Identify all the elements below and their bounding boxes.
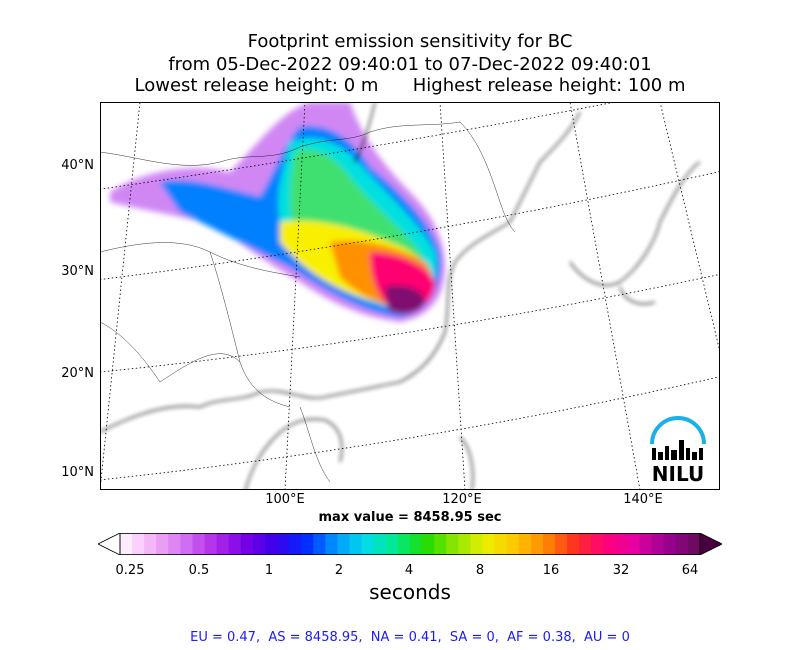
- lat-label-10n: 10°N: [61, 465, 94, 480]
- colorbar-cell: [579, 533, 592, 555]
- colorbar-cell: [397, 533, 411, 555]
- title-line-2: from 05-Dec-2022 09:40:01 to 07-Dec-2022…: [168, 54, 652, 75]
- colorbar-cell: [301, 533, 314, 555]
- colorbar-cell: [627, 533, 641, 555]
- colorbar-cell: [180, 533, 193, 555]
- lon-label-140e: 140°E: [623, 492, 663, 507]
- colorbar-cell: [494, 533, 508, 555]
- colorbar-cell: [313, 533, 326, 555]
- logo-text: NILU: [652, 462, 704, 486]
- colorbar-cell: [434, 533, 447, 555]
- colorbar-cell: [542, 533, 556, 555]
- country-borders: [100, 121, 516, 483]
- lon-label-120e: 120°E: [442, 492, 482, 507]
- colorbar-cell: [168, 533, 181, 555]
- colorbar: [98, 533, 722, 555]
- colorbar-cell: [470, 533, 483, 555]
- colorbar-cell: [240, 533, 254, 555]
- colorbar-tick-16: 16: [542, 563, 560, 578]
- colorbar-cell: [144, 533, 157, 555]
- coastlines: [100, 102, 701, 490]
- colorbar-cell: [156, 533, 169, 555]
- colorbar-cell: [349, 533, 363, 555]
- colorbar-cell: [591, 533, 604, 555]
- colorbar-cell: [687, 533, 701, 555]
- colorbar-tick-4: 4: [404, 563, 414, 578]
- colorbar-cell: [675, 533, 689, 555]
- colorbar-cell: [373, 533, 387, 555]
- colorbar-cell: [482, 533, 496, 555]
- title-line-1: Footprint emission sensitivity for BC: [247, 31, 573, 52]
- colorbar-tick-32: 32: [612, 563, 630, 578]
- colorbar-cell: [325, 533, 338, 555]
- colorbar-cell: [361, 533, 375, 555]
- colorbar-cell: [132, 533, 145, 555]
- region-summary: EU = 0.47, AS = 8458.95, NA = 0.41, SA =…: [190, 630, 630, 645]
- colorbar-tick-64: 64: [681, 563, 699, 578]
- title-line-3: Lowest release height: 0 m Highest relea…: [134, 75, 686, 96]
- colorbar-cell: [337, 533, 351, 555]
- colorbar-cell: [192, 533, 206, 555]
- colorbar-cell: [216, 533, 230, 555]
- lat-label-20n: 20°N: [61, 366, 94, 381]
- footprint-map: NILU: [100, 102, 720, 490]
- lon-label-100e: 100°E: [265, 492, 305, 507]
- colorbar-tick-2: 2: [334, 563, 344, 578]
- colorbar-tick-8: 8: [475, 563, 485, 578]
- colorbar-cell: [663, 533, 677, 555]
- colorbar-cell: [422, 533, 435, 555]
- colorbar-cell: [120, 533, 133, 555]
- nilu-logo: NILU: [650, 416, 706, 486]
- lat-label-40n: 40°N: [61, 158, 94, 173]
- colorbar-cell: [458, 533, 471, 555]
- colorbar-cell: [277, 533, 290, 555]
- lat-label-30n: 30°N: [61, 264, 94, 279]
- colorbar-cell: [252, 533, 266, 555]
- colorbar-cell: [639, 533, 653, 555]
- colorbar-cell: [446, 533, 459, 555]
- colorbar-cell: [204, 533, 218, 555]
- colorbar-cell: [410, 533, 423, 555]
- colorbar-tick-0-5: 0.5: [188, 563, 210, 578]
- graticule: [100, 102, 720, 490]
- colorbar-tick-1: 1: [264, 563, 274, 578]
- colorbar-cell: [530, 533, 544, 555]
- max-value-label: max value = 8458.95 sec: [318, 510, 502, 525]
- colorbar-cell: [567, 533, 580, 555]
- colorbar-tick-0-25: 0.25: [115, 563, 145, 578]
- colorbar-cell: [385, 533, 399, 555]
- colorbar-cell: [555, 533, 568, 555]
- colorbar-cell: [615, 533, 628, 555]
- colorbar-cell: [265, 533, 278, 555]
- colorbar-label: seconds: [369, 580, 451, 604]
- colorbar-cell: [228, 533, 242, 555]
- colorbar-cell: [518, 533, 532, 555]
- colorbar-cell: [603, 533, 616, 555]
- colorbar-cell: [651, 533, 665, 555]
- emission-plume: [110, 102, 445, 322]
- colorbar-cell: [506, 533, 520, 555]
- colorbar-cell: [289, 533, 302, 555]
